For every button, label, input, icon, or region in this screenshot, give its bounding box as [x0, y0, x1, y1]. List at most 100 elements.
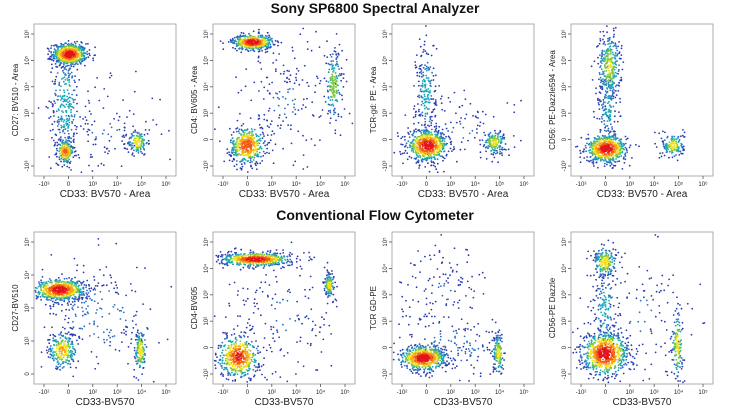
event-point — [422, 48, 425, 51]
event-point — [68, 53, 71, 56]
event-point — [615, 102, 618, 104]
event-point — [421, 111, 424, 114]
event-point — [496, 133, 499, 135]
event-point — [257, 32, 260, 34]
event-point — [430, 115, 433, 118]
event-point — [332, 60, 334, 62]
event-point — [481, 139, 484, 142]
event-point — [333, 79, 336, 81]
event-point — [428, 170, 431, 173]
event-point — [325, 80, 328, 82]
event-point — [240, 89, 243, 92]
event-point — [272, 162, 275, 165]
event-point — [351, 122, 354, 125]
event-point — [255, 164, 257, 167]
event-point — [605, 70, 608, 72]
event-point — [420, 113, 422, 115]
event-point — [423, 40, 426, 43]
event-point — [601, 51, 603, 54]
event-point — [607, 127, 610, 130]
event-point — [53, 55, 56, 57]
event-point — [602, 78, 604, 81]
event-point — [61, 103, 63, 106]
event-point — [330, 77, 332, 80]
event-point — [233, 42, 236, 45]
event-point — [683, 136, 685, 138]
x-tick-label: 10⁵ — [316, 181, 326, 188]
event-point — [329, 99, 332, 102]
event-point — [429, 82, 432, 85]
event-point — [338, 91, 341, 94]
event-point — [271, 149, 274, 152]
event-point — [673, 155, 676, 158]
event-point — [616, 54, 619, 57]
event-point — [264, 152, 266, 155]
event-point — [139, 134, 141, 137]
event-point — [140, 140, 143, 143]
event-point — [462, 126, 465, 129]
event-point — [340, 116, 343, 118]
event-point — [422, 66, 425, 69]
event-point — [307, 85, 310, 87]
event-point — [597, 135, 599, 138]
event-point — [408, 133, 410, 136]
event-point — [595, 92, 597, 95]
event-point — [267, 142, 269, 144]
y-tick-label: 0 — [204, 137, 210, 141]
event-point — [51, 105, 54, 108]
event-point — [292, 88, 294, 90]
event-point — [291, 111, 294, 113]
event-point — [273, 132, 275, 135]
event-point — [497, 161, 499, 164]
event-point — [76, 110, 78, 113]
event-point — [282, 120, 284, 122]
x-tick-label: -10³ — [576, 182, 587, 188]
event-point — [293, 106, 295, 109]
event-point — [618, 111, 620, 113]
event-point — [293, 103, 296, 105]
event-point — [432, 79, 435, 81]
event-point — [600, 104, 603, 106]
event-point — [84, 122, 87, 125]
event-point — [677, 141, 680, 144]
event-point — [427, 79, 430, 82]
event-point — [301, 79, 304, 81]
event-point — [464, 148, 466, 151]
event-point — [68, 107, 70, 109]
event-point — [126, 116, 128, 118]
event-point — [261, 131, 264, 134]
event-point — [70, 114, 73, 117]
event-point — [491, 148, 494, 151]
event-point — [65, 74, 67, 76]
event-point — [616, 137, 619, 140]
event-point — [490, 153, 493, 155]
event-point — [499, 141, 502, 143]
event-point — [588, 143, 590, 146]
x-tick-label: 10⁴ — [113, 181, 123, 188]
event-point — [331, 73, 334, 76]
event-point — [236, 168, 238, 171]
event-point — [253, 156, 256, 159]
event-point — [429, 118, 432, 121]
event-point — [503, 148, 506, 151]
event-point — [412, 149, 415, 152]
event-point — [147, 139, 150, 142]
event-point — [258, 123, 261, 126]
event-point — [254, 147, 257, 150]
event-point — [602, 109, 605, 112]
event-point — [255, 144, 257, 147]
event-point — [256, 162, 259, 165]
event-point — [421, 82, 424, 85]
y-tick-label: 10³ — [204, 109, 210, 118]
event-point — [67, 125, 70, 128]
event-point — [609, 52, 612, 55]
event-point — [493, 140, 495, 143]
event-point — [327, 81, 330, 83]
event-point — [431, 71, 433, 74]
event-point — [503, 138, 505, 140]
event-point — [269, 45, 272, 48]
event-point — [237, 144, 240, 147]
event-point — [400, 137, 402, 140]
event-point — [610, 99, 613, 101]
event-point — [235, 163, 238, 166]
